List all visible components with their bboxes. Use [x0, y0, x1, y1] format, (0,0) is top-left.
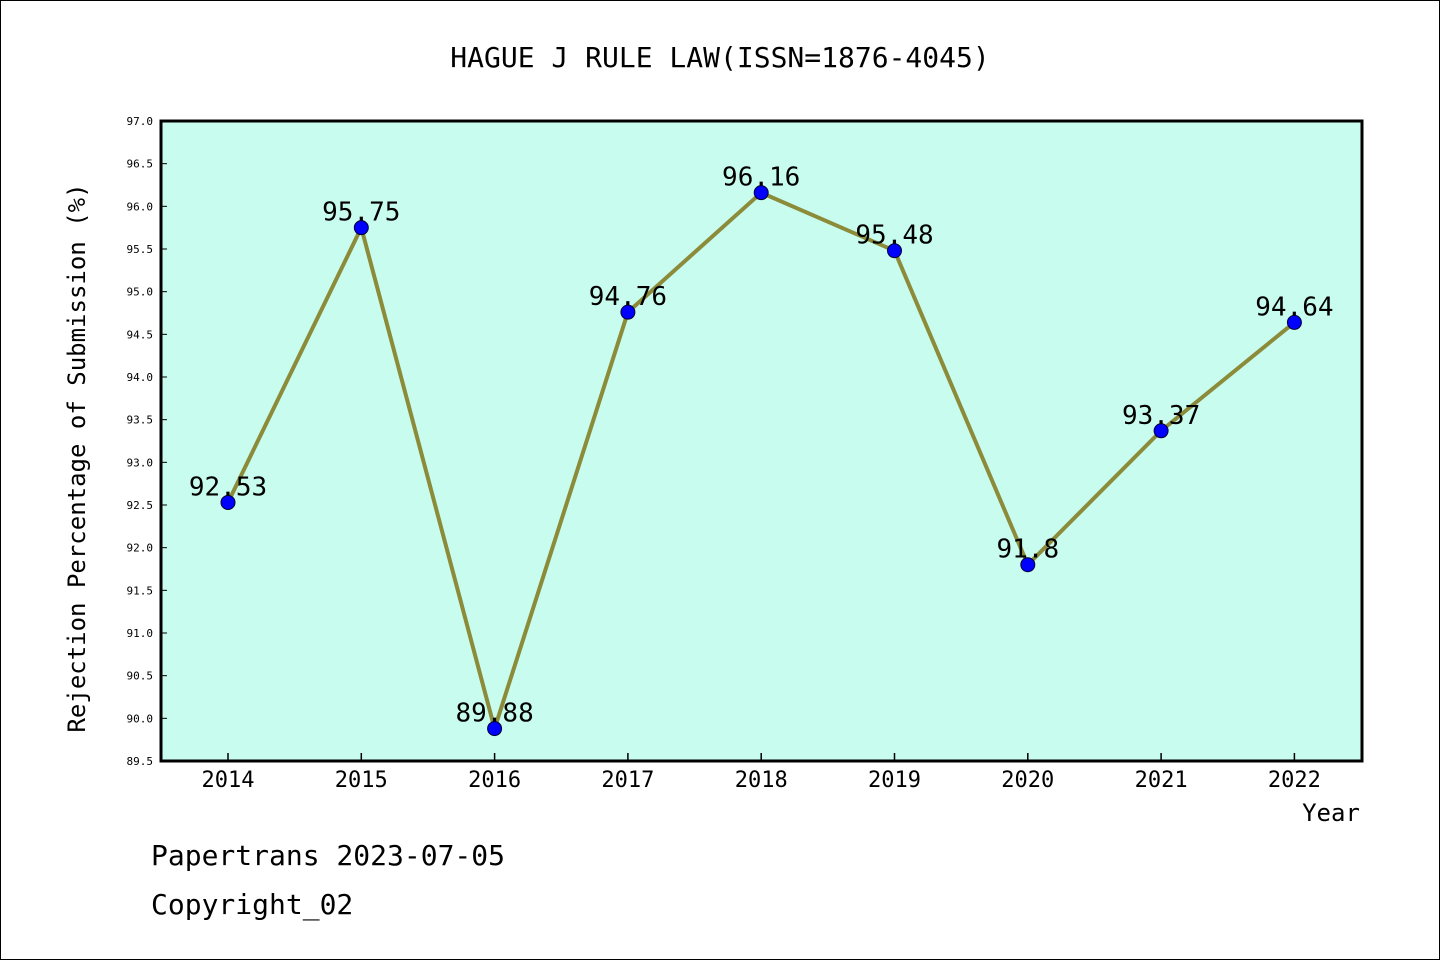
- y-tick-label: 96.5: [127, 158, 154, 171]
- data-label: 95.75: [322, 198, 400, 228]
- y-axis-label: Rejection Percentage of Submission (%): [63, 183, 91, 732]
- x-tick-label: 2019: [868, 768, 921, 793]
- y-tick-label: 95.0: [127, 286, 154, 299]
- x-axis: 2014 2015 2016 2017 2018 2019 2020 2021 2022: [202, 753, 1321, 793]
- x-tick-label: 2021: [1135, 768, 1188, 793]
- data-point: [753, 185, 769, 201]
- data-point: [353, 220, 369, 236]
- data-point: [1153, 423, 1169, 439]
- x-tick-label: 2016: [468, 768, 521, 793]
- chart-title: HAGUE J RULE LAW(ISSN=1876-4045): [450, 41, 989, 74]
- data-label: 93.37: [1122, 401, 1200, 431]
- y-tick-label: 91.5: [127, 584, 154, 597]
- y-tick-label: 94.5: [127, 328, 154, 341]
- y-tick-label: 96.0: [127, 200, 154, 213]
- data-point: [1020, 557, 1036, 573]
- series-group: [220, 185, 1302, 737]
- footer-date: Papertrans 2023-07-05: [151, 839, 505, 872]
- data-label: 94.76: [589, 282, 667, 312]
- y-tick-label: 90.0: [127, 712, 154, 725]
- data-point: [1286, 314, 1302, 330]
- y-tick-label: 94.0: [127, 371, 154, 384]
- data-point: [620, 304, 636, 320]
- data-label: 96.16: [722, 163, 800, 193]
- y-tick-label: 95.5: [127, 243, 154, 256]
- x-tick-label: 2014: [202, 768, 255, 793]
- y-tick-label: 91.0: [127, 627, 154, 640]
- data-label: 89.88: [455, 699, 533, 729]
- data-label: 94.64: [1255, 292, 1333, 322]
- y-tick-label: 97.0: [127, 115, 154, 128]
- footer-copyright: Copyright_02: [151, 888, 353, 922]
- x-tick-label: 2017: [601, 768, 654, 793]
- data-label: 95.48: [855, 221, 933, 251]
- data-point: [220, 494, 236, 510]
- y-tick-label: 89.5: [127, 755, 154, 768]
- x-tick-label: 2018: [735, 768, 788, 793]
- data-label: 92.53: [189, 472, 267, 502]
- y-tick-label: 90.5: [127, 670, 154, 683]
- x-tick-label: 2020: [1001, 768, 1054, 793]
- y-tick-label: 93.5: [127, 414, 154, 427]
- data-point: [887, 243, 902, 259]
- y-axis: 89.5 90.0 90.5 91.0 91.5 92.0 92.5 93.0 93.5 94.0…: [127, 115, 167, 768]
- data-point: [487, 721, 503, 737]
- data-labels: 92.53 95.75 89.88 94.76 96.16 95.48 91.8 93.37 9…: [189, 163, 1334, 729]
- x-axis-label: Year: [1302, 799, 1360, 827]
- y-tick-label: 92.5: [127, 499, 154, 512]
- y-tick-label: 93.0: [127, 456, 154, 469]
- data-label: 91.8: [996, 535, 1059, 565]
- y-tick-label: 92.0: [127, 542, 154, 555]
- x-tick-label: 2022: [1268, 768, 1321, 793]
- x-tick-label: 2015: [335, 768, 388, 793]
